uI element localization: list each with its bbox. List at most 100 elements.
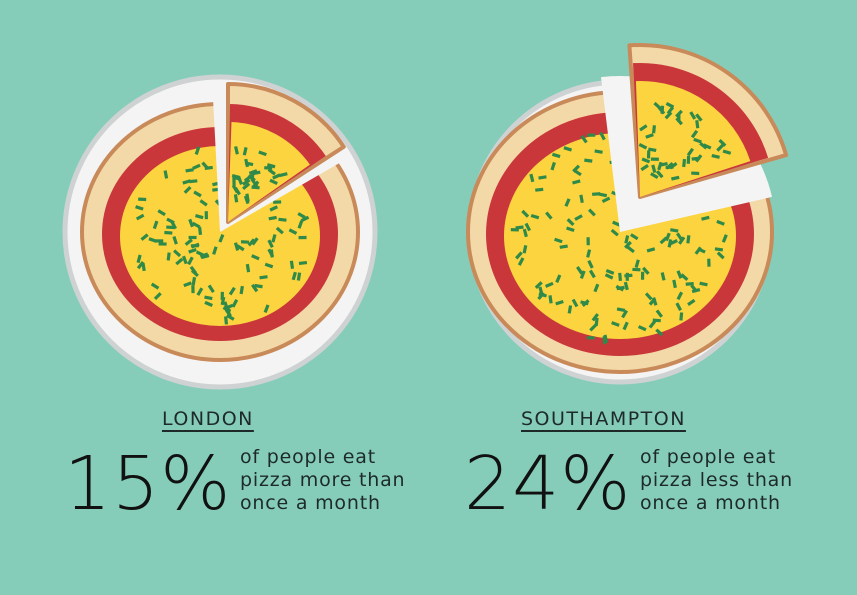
herb-bit — [579, 270, 586, 279]
herb-bit — [197, 226, 203, 235]
herb-bit — [243, 195, 250, 205]
herb-bit — [675, 302, 682, 311]
herb-bit — [538, 286, 544, 296]
herb-bit — [254, 283, 263, 289]
southampton-description-line-2: pizza less than — [640, 469, 793, 491]
herb-bit — [622, 321, 629, 331]
herb-bit — [187, 256, 194, 266]
london-description-line-3: once a month — [240, 492, 381, 514]
herb-bit — [623, 281, 629, 291]
herb-bit — [610, 228, 619, 237]
herb-bit — [559, 244, 568, 249]
herb-bit — [234, 146, 239, 155]
herb-bit — [645, 133, 654, 139]
herb-bit — [592, 192, 601, 196]
herb-bit — [296, 272, 302, 281]
herb-bit — [718, 138, 727, 147]
herb-bit — [660, 272, 666, 281]
herb-bit — [172, 236, 178, 245]
herb-bit — [587, 133, 596, 137]
herb-bit — [236, 244, 245, 252]
herb-bit — [267, 248, 274, 258]
herb-bit — [231, 299, 239, 308]
herb-bit — [548, 295, 553, 304]
herb-bit — [571, 298, 579, 308]
herb-bit — [243, 174, 253, 183]
herb-bit — [300, 215, 310, 223]
herb-bit — [630, 233, 639, 241]
herb-bit — [245, 263, 251, 273]
herb-bit — [524, 222, 532, 232]
herb-bit — [251, 237, 259, 246]
herb-bit — [163, 170, 169, 179]
herb-bit — [665, 165, 674, 170]
herb-bit — [224, 303, 234, 310]
herb-bit — [297, 220, 304, 229]
herb-bit — [686, 235, 691, 244]
herb-bit — [191, 242, 200, 249]
herb-bit — [555, 299, 564, 306]
herb-bit — [689, 111, 697, 120]
herb-bit — [659, 161, 668, 167]
herb-bit — [264, 262, 274, 269]
herb-bit — [714, 247, 724, 252]
herb-bit — [598, 192, 608, 198]
herb-bit — [672, 279, 677, 289]
herb-bit — [690, 129, 699, 139]
herb-bit — [566, 218, 575, 227]
herb-bit — [233, 194, 239, 203]
herb-bit — [275, 226, 284, 235]
herb-bit — [651, 125, 657, 134]
herb-bit — [648, 147, 657, 153]
herb-bit — [587, 208, 596, 217]
herb-bit — [173, 249, 182, 258]
herb-bit — [192, 163, 201, 170]
herb-bit — [545, 211, 553, 220]
herb-bit — [580, 134, 588, 144]
herb-bit — [529, 173, 535, 183]
herb-bit — [685, 281, 694, 286]
herb-bit — [625, 272, 629, 281]
herb-bit — [212, 246, 218, 255]
herb-bit — [521, 209, 530, 218]
herb-bit — [638, 143, 648, 150]
herb-bit — [572, 179, 581, 185]
herb-bit — [579, 194, 584, 204]
herb-bit — [181, 255, 188, 265]
herb-bit — [297, 212, 306, 219]
herb-bit — [602, 336, 607, 345]
slice-cheese — [635, 80, 751, 197]
herb-bit — [591, 313, 599, 322]
herb-bit — [510, 228, 519, 232]
herb-bit — [637, 325, 647, 332]
southampton-description-line-3: once a month — [640, 492, 781, 514]
herb-bit — [247, 238, 256, 247]
herb-bit — [655, 170, 664, 179]
london-description: of people eat pizza more than once a mon… — [240, 446, 405, 515]
herb-bit — [677, 113, 681, 122]
herb-bit — [676, 291, 684, 301]
herb-bit — [669, 239, 678, 246]
herb-bit — [269, 178, 278, 186]
herb-bit — [632, 267, 641, 272]
herb-bit — [207, 284, 215, 293]
herb-bit — [648, 320, 657, 329]
herb-bit — [695, 154, 703, 163]
herb-bit — [166, 252, 171, 261]
herb-bit — [695, 113, 703, 122]
herb-bit — [273, 200, 282, 204]
herb-bit — [218, 234, 225, 243]
herb-bit — [291, 271, 297, 281]
herb-bit — [239, 285, 244, 295]
herb-bit — [227, 308, 231, 317]
herb-bit — [244, 158, 250, 168]
herb-bit — [576, 266, 584, 275]
herb-bit — [618, 272, 623, 282]
herb-bit — [566, 226, 575, 233]
herb-bit — [224, 316, 229, 325]
herb-bit — [199, 199, 208, 207]
herb-bit — [150, 282, 160, 290]
herb-bit — [574, 214, 583, 221]
london-city-label: LONDON — [162, 408, 254, 430]
herb-bit — [693, 137, 702, 144]
